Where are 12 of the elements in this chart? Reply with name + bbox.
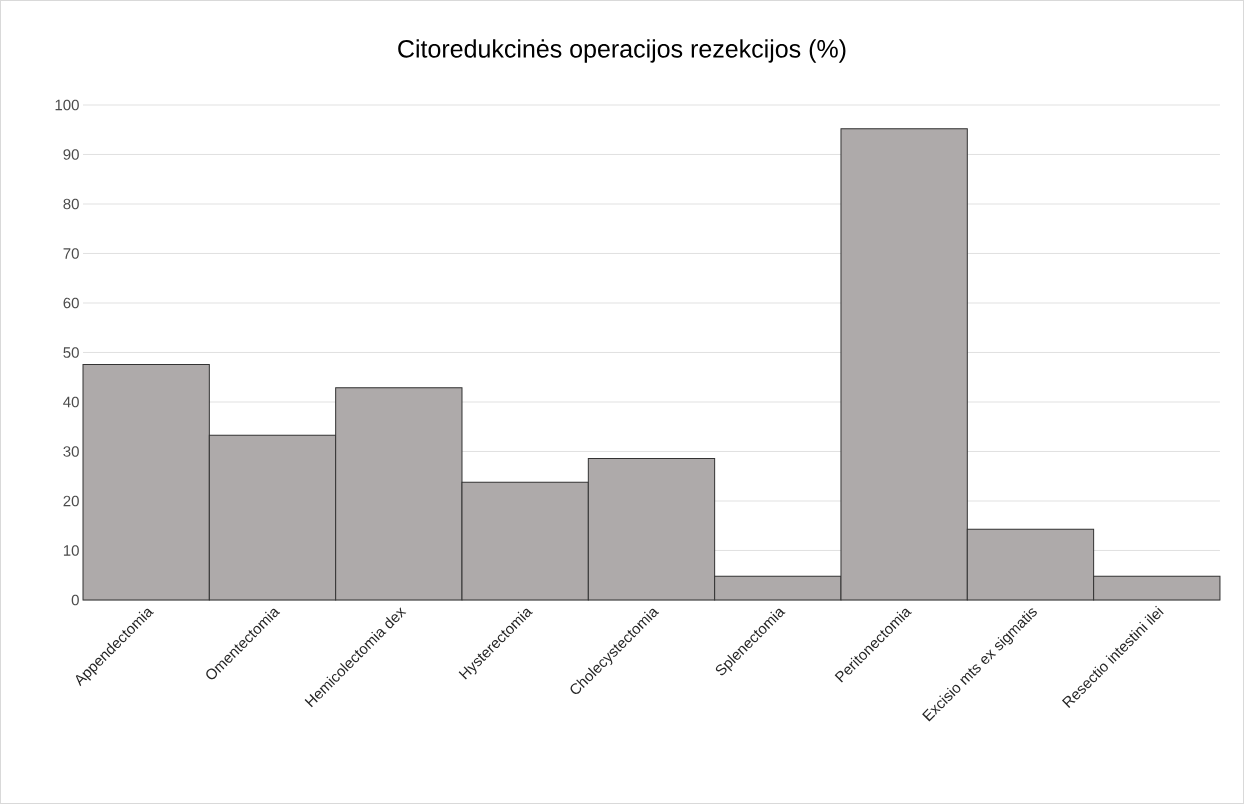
y-tick-label: 90 [63, 149, 79, 160]
y-tick-label: 0 [71, 594, 79, 606]
y-tick-label: 80 [63, 198, 79, 210]
y-tick-label: 60 [63, 297, 79, 309]
y-tick-label: 40 [63, 396, 79, 408]
y-tick-label: 50 [63, 347, 79, 358]
y-tick-label: 100 [55, 99, 79, 111]
y-tick-label: 70 [63, 248, 79, 259]
y-tick-label: 30 [63, 446, 79, 457]
y-tick-label: 10 [63, 545, 79, 556]
chart-title: Citoredukcinės operacijos rezekcijos (%) [398, 39, 846, 63]
y-tick-label: 20 [63, 495, 79, 507]
